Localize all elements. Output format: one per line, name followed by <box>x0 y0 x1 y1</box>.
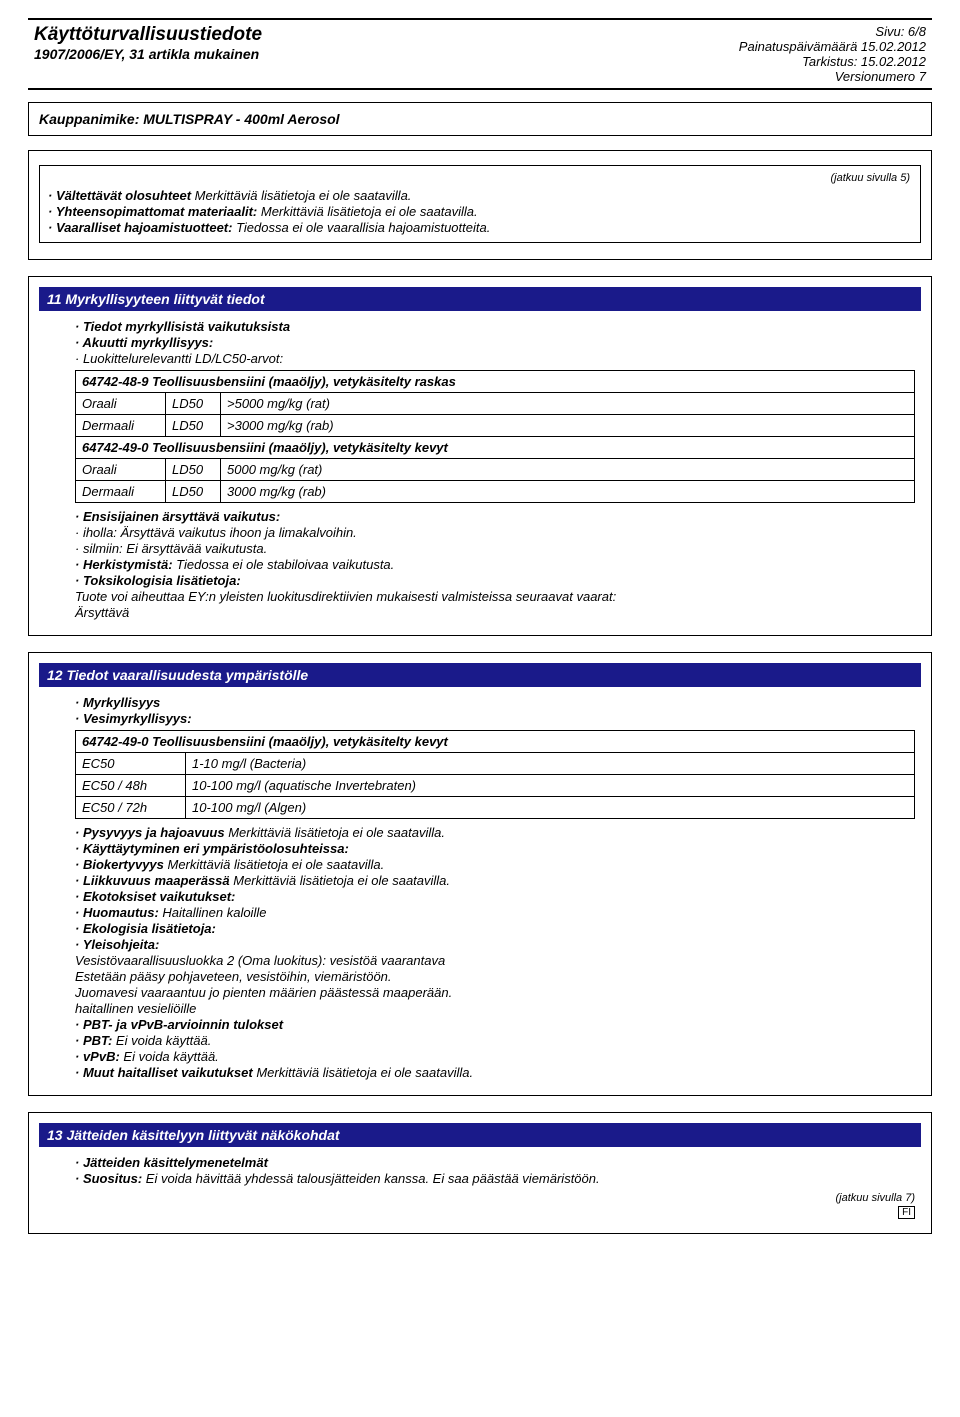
language-tag: FI <box>898 1206 915 1219</box>
section-11-body: · Tiedot myrkyllisistä vaikutuksista · A… <box>39 319 921 625</box>
eco-r2c1: EC50 <box>76 753 186 775</box>
s12-b8: · Yleisohjeita: <box>75 937 915 952</box>
s12-b13: · PBT- ja vPvB-arvioinnin tulokset <box>75 1017 915 1032</box>
product-name: Kauppanimike: MULTISPRAY - 400ml Aerosol <box>39 111 340 127</box>
intro-l1-text: Merkittäviä lisätietoja ei ole saatavill… <box>191 188 411 203</box>
s12-b12: haitallinen vesieliöille <box>75 1001 915 1016</box>
s11-a4-text: Tiedossa ei ole stabiloivaa vaikutusta. <box>173 557 395 572</box>
tox-r5c1: Oraali <box>76 459 166 481</box>
intro-l2-text: Merkittäviä lisätietoja ei ole saatavill… <box>257 204 477 219</box>
s11-p2: · Akuutti myrkyllisyys: <box>75 335 915 350</box>
s12-b4-label: · Liikkuvuus maaperässä <box>75 873 230 888</box>
eco-r2c2: 1-10 mg/l (Bacteria) <box>186 753 915 775</box>
eco-table: 64742-49-0 Teollisuusbensiini (maaöljy),… <box>75 730 915 819</box>
s12-b15-label: · vPvB: <box>75 1049 120 1064</box>
continued-from: (jatkuu sivulla 5) <box>48 172 910 184</box>
s12-b14-text: Ei voida käyttää. <box>112 1033 211 1048</box>
s12-b5: · Ekotoksiset vaikutukset: <box>75 889 915 904</box>
tox-r2c3: >5000 mg/kg (rat) <box>221 393 915 415</box>
s11-p1: · Tiedot myrkyllisistä vaikutuksista <box>75 319 915 334</box>
product-box: Kauppanimike: MULTISPRAY - 400ml Aerosol <box>28 102 932 136</box>
s12-b10: Estetään pääsy pohjaveteen, vesistöihin,… <box>75 969 915 984</box>
s13-p1: · Jätteiden käsittelymenetelmät <box>75 1155 915 1170</box>
tox-r3c1: Dermaali <box>76 415 166 437</box>
s12-b3-text: Merkittäviä lisätietoja ei ole saatavill… <box>164 857 384 872</box>
tox-r5c3: 5000 mg/kg (rat) <box>221 459 915 481</box>
toxicity-table: 64742-48-9 Teollisuusbensiini (maaöljy),… <box>75 370 915 503</box>
section-13-box: 13 Jätteiden käsittelyyn liittyvät näkök… <box>28 1112 932 1234</box>
s12-b3-label: · Biokertyvyys <box>75 857 164 872</box>
doc-subtitle: 1907/2006/EY, 31 artikla mukainen <box>34 46 262 62</box>
tox-r6c3: 3000 mg/kg (rab) <box>221 481 915 503</box>
s12-b2: · Käyttäytyminen eri ympäristöolosuhteis… <box>75 841 915 856</box>
section-12-box: 12 Tiedot vaarallisuudesta ympäristölle … <box>28 652 932 1096</box>
section-13-heading: 13 Jätteiden käsittelyyn liittyvät näkök… <box>39 1123 921 1147</box>
tox-r2c1: Oraali <box>76 393 166 415</box>
section-11-heading: 11 Myrkyllisyyteen liittyvät tiedot <box>39 287 921 311</box>
s12-b16-label: · Muut haitalliset vaikutukset <box>75 1065 253 1080</box>
s12-b7: · Ekologisia lisätietoja: <box>75 921 915 936</box>
intro-l2-label: · Yhteensopimattomat materiaalit: <box>48 204 257 219</box>
tox-row1: 64742-48-9 Teollisuusbensiini (maaöljy),… <box>76 371 915 393</box>
s12-b11: Juomavesi vaaraantuu jo pienten määrien … <box>75 985 915 1000</box>
tox-row4: 64742-49-0 Teollisuusbensiini (maaöljy),… <box>76 437 915 459</box>
eco-r3c1: EC50 / 48h <box>76 775 186 797</box>
s12-b4-text: Merkittäviä lisätietoja ei ole saatavill… <box>230 873 450 888</box>
section-12-heading: 12 Tiedot vaarallisuudesta ympäristölle <box>39 663 921 687</box>
intro-l3-label: · Vaaralliset hajoamistuotteet: <box>48 220 232 235</box>
section-11-box: 11 Myrkyllisyyteen liittyvät tiedot · Ti… <box>28 276 932 636</box>
eco-r3c2: 10-100 mg/l (aquatische Invertebraten) <box>186 775 915 797</box>
page-header: Käyttöturvallisuustiedote 1907/2006/EY, … <box>28 18 932 90</box>
s12-b16-text: Merkittäviä lisätietoja ei ole saatavill… <box>253 1065 473 1080</box>
continued-to: (jatkuu sivulla 7) <box>75 1192 915 1204</box>
s12-b6-text: Haitallinen kaloille <box>159 905 267 920</box>
s12-b15-text: Ei voida käyttää. <box>120 1049 219 1064</box>
s13-p2-label: · Suositus: <box>75 1171 142 1186</box>
doc-title: Käyttöturvallisuustiedote <box>34 24 262 46</box>
print-date: Painatuspäivämäärä 15.02.2012 <box>739 39 926 54</box>
s11-a3: · silmiin: Ei ärsyttävää vaikutusta. <box>75 541 915 556</box>
tox-r6c2: LD50 <box>166 481 221 503</box>
s11-a5: · Toksikologisia lisätietoja: <box>75 573 915 588</box>
intro-box: (jatkuu sivulla 5) · Vältettävät olosuht… <box>28 150 932 260</box>
tox-r2c2: LD50 <box>166 393 221 415</box>
version-number: Versionumero 7 <box>739 69 926 84</box>
tox-r3c2: LD50 <box>166 415 221 437</box>
page-number: Sivu: 6/8 <box>739 24 926 39</box>
s12-b14-label: · PBT: <box>75 1033 112 1048</box>
eco-row1: 64742-49-0 Teollisuusbensiini (maaöljy),… <box>76 731 915 753</box>
s12-p2: · Vesimyrkyllisyys: <box>75 711 915 726</box>
intro-l3-text: Tiedossa ei ole vaarallisia hajoamistuot… <box>232 220 490 235</box>
header-left: Käyttöturvallisuustiedote 1907/2006/EY, … <box>34 24 262 84</box>
s12-b1-label: · Pysyvyys ja hajoavuus <box>75 825 225 840</box>
tox-r6c1: Dermaali <box>76 481 166 503</box>
s11-a1: · Ensisijainen ärsyttävä vaikutus: <box>75 509 915 524</box>
tox-r5c2: LD50 <box>166 459 221 481</box>
intro-inner: (jatkuu sivulla 5) · Vältettävät olosuht… <box>39 165 921 243</box>
s11-a4-label: · Herkistymistä: <box>75 557 173 572</box>
section-13-body: · Jätteiden käsittelymenetelmät · Suosit… <box>39 1155 921 1223</box>
s11-a6: Tuote voi aiheuttaa EY:n yleisten luokit… <box>75 589 915 604</box>
s13-p2-text: Ei voida hävittää yhdessä talousjätteide… <box>142 1171 599 1186</box>
s12-b9: Vesistövaarallisuusluokka 2 (Oma luokitu… <box>75 953 915 968</box>
s11-a7: Ärsyttävä <box>75 605 915 620</box>
eco-r4c2: 10-100 mg/l (Algen) <box>186 797 915 819</box>
tox-r3c3: >3000 mg/kg (rab) <box>221 415 915 437</box>
s12-b1-text: Merkittäviä lisätietoja ei ole saatavill… <box>225 825 445 840</box>
s12-b6-label: · Huomautus: <box>75 905 159 920</box>
s11-a2: · iholla: Ärsyttävä vaikutus ihoon ja li… <box>75 525 915 540</box>
eco-r4c1: EC50 / 72h <box>76 797 186 819</box>
revision-date: Tarkistus: 15.02.2012 <box>739 54 926 69</box>
intro-l1-label: · Vältettävät olosuhteet <box>48 188 191 203</box>
header-right: Sivu: 6/8 Painatuspäivämäärä 15.02.2012 … <box>739 24 926 84</box>
s12-p1: · Myrkyllisyys <box>75 695 915 710</box>
s11-p3: · Luokittelurelevantti LD/LC50-arvot: <box>75 351 915 366</box>
section-12-body: · Myrkyllisyys · Vesimyrkyllisyys: 64742… <box>39 695 921 1085</box>
